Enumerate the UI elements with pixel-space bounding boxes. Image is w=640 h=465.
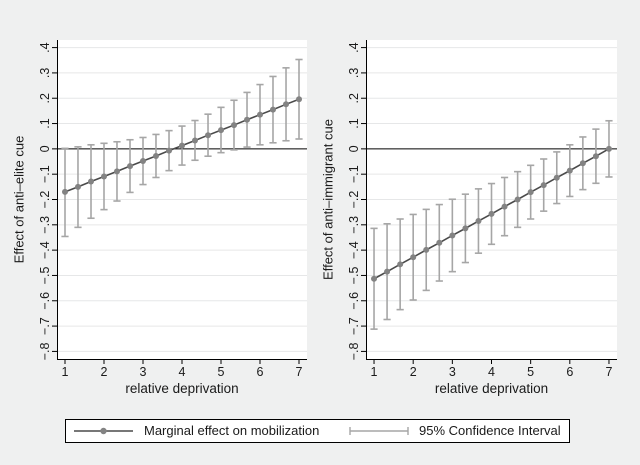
data-point bbox=[579, 160, 586, 167]
data-point bbox=[230, 122, 237, 129]
x-tick-label: 2 bbox=[101, 365, 108, 379]
data-point bbox=[152, 152, 159, 159]
y-tick-label: −.6 bbox=[38, 292, 52, 310]
legend-label-confidence-interval: 95% Confidence Interval bbox=[419, 423, 561, 438]
data-point bbox=[397, 261, 404, 268]
y-tick-label: −.2 bbox=[347, 191, 361, 209]
data-point bbox=[244, 116, 251, 123]
data-point bbox=[488, 210, 495, 217]
y-tick-label: −.6 bbox=[347, 292, 361, 310]
y-tick-label: .2 bbox=[347, 93, 361, 103]
chart-panel-anti-elite: .4 .3 .2 .1 0 −.1 −.2 −.3 −.4 −.5 −.6 −.7 −.8 1 2 3 4 5 6 7… bbox=[12, 40, 307, 396]
y-tick-label: −.8 bbox=[347, 342, 361, 360]
data-point bbox=[592, 153, 599, 160]
marginal-effect-markers bbox=[371, 145, 612, 282]
data-point bbox=[269, 106, 276, 113]
data-point bbox=[449, 232, 456, 239]
y-tick-label: −.7 bbox=[347, 317, 361, 335]
marginal-effect-line-symbol bbox=[74, 427, 133, 435]
tick-labels: .4 .3 .2 .1 0 −.1 −.2 −.3 −.4 −.5 −.6 −.7 −.8 1 2 3 4 5 6 7 bbox=[38, 42, 303, 379]
x-tick-label: 3 bbox=[449, 365, 456, 379]
x-axis-title: relative deprivation bbox=[125, 381, 238, 396]
data-point bbox=[540, 182, 547, 189]
data-point bbox=[205, 132, 212, 139]
y-tick-label: .3 bbox=[347, 68, 361, 78]
x-tick-label: 5 bbox=[218, 365, 225, 379]
y-tick-label: .1 bbox=[38, 118, 52, 128]
confidence-interval-symbol bbox=[349, 427, 409, 435]
data-point bbox=[74, 183, 81, 190]
y-axis-title: Effect of anti–elite cue bbox=[12, 136, 27, 264]
data-point bbox=[384, 268, 391, 275]
y-tick-label: −.4 bbox=[38, 241, 52, 259]
x-tick-label: 4 bbox=[488, 365, 495, 379]
x-axis-title: relative deprivation bbox=[435, 381, 548, 396]
y-tick-label: −.5 bbox=[347, 267, 361, 285]
data-point bbox=[410, 254, 417, 261]
data-point bbox=[553, 174, 560, 181]
data-point bbox=[179, 142, 185, 149]
y-tick-label: .3 bbox=[38, 68, 52, 78]
y-tick-label: .4 bbox=[38, 42, 52, 52]
data-point bbox=[566, 167, 573, 174]
y-tick-label: −.5 bbox=[38, 267, 52, 285]
y-tick-label: −.3 bbox=[347, 216, 361, 234]
data-point bbox=[605, 145, 612, 152]
data-point bbox=[113, 168, 120, 175]
data-point bbox=[423, 246, 430, 253]
data-point bbox=[61, 188, 68, 195]
y-tick-label: −.1 bbox=[347, 165, 361, 183]
marginal-effect-markers bbox=[61, 96, 303, 195]
x-tick-label: 6 bbox=[566, 365, 573, 379]
x-tick-label: 1 bbox=[371, 365, 378, 379]
legend-label-marginal-effect: Marginal effect on mobilization bbox=[144, 423, 320, 438]
axes bbox=[52, 40, 307, 364]
x-tick-label: 4 bbox=[179, 365, 186, 379]
data-point bbox=[371, 275, 378, 282]
y-tick-label: .1 bbox=[347, 118, 361, 128]
data-point bbox=[296, 96, 303, 103]
x-tick-label: 2 bbox=[410, 365, 417, 379]
x-tick-label: 7 bbox=[605, 365, 612, 379]
data-point bbox=[100, 173, 107, 180]
gridlines bbox=[57, 47, 307, 352]
data-point bbox=[191, 137, 198, 144]
data-point bbox=[127, 163, 134, 170]
data-point bbox=[527, 189, 534, 196]
y-tick-label: 0 bbox=[38, 145, 52, 152]
y-tick-label: −.1 bbox=[38, 165, 52, 183]
legend: Marginal effect on mobilization 95% Conf… bbox=[65, 419, 570, 443]
x-tick-label: 6 bbox=[257, 365, 264, 379]
data-point bbox=[436, 239, 443, 246]
data-point bbox=[475, 218, 482, 225]
x-tick-label: 1 bbox=[62, 365, 69, 379]
axes bbox=[361, 40, 617, 364]
y-tick-label: −.4 bbox=[347, 241, 361, 259]
data-point bbox=[218, 127, 225, 134]
tick-labels: .4 .3 .2 .1 0 −.1 −.2 −.3 −.4 −.5 −.6 −.7 −.8 1 2 3 4 5 6 7 bbox=[347, 42, 612, 379]
data-point bbox=[501, 203, 508, 210]
data-point bbox=[166, 147, 173, 154]
y-tick-label: .4 bbox=[347, 42, 361, 52]
x-tick-label: 7 bbox=[296, 365, 303, 379]
chart-panel-anti-immigrant: .4 .3 .2 .1 0 −.1 −.2 −.3 −.4 −.5 −.6 −.7 −.8 1 2 3 4 5 6 7… bbox=[321, 40, 617, 396]
y-tick-label: .2 bbox=[38, 93, 52, 103]
data-point bbox=[283, 101, 290, 108]
x-tick-label: 5 bbox=[527, 365, 534, 379]
data-point bbox=[88, 178, 95, 185]
data-point bbox=[257, 111, 264, 118]
y-tick-label: −.8 bbox=[38, 342, 52, 360]
y-tick-label: −.7 bbox=[38, 317, 52, 335]
data-point bbox=[514, 196, 521, 203]
data-point bbox=[139, 158, 146, 165]
data-point bbox=[462, 225, 469, 232]
y-axis-title: Effect of anti–immigrant cue bbox=[321, 119, 336, 280]
y-tick-label: −.3 bbox=[38, 216, 52, 234]
x-tick-label: 3 bbox=[140, 365, 147, 379]
y-tick-label: −.2 bbox=[38, 191, 52, 209]
y-tick-label: 0 bbox=[347, 145, 361, 152]
